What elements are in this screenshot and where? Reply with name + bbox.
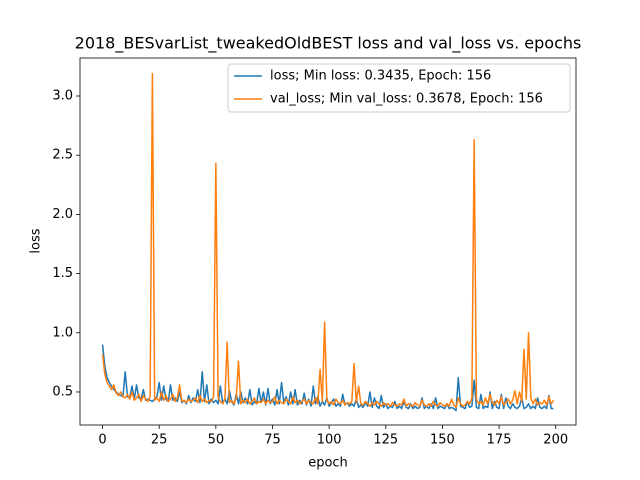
data-line <box>101 72 555 409</box>
x-tick-label: 125 <box>373 433 398 448</box>
x-tick-label: 75 <box>264 433 281 448</box>
y-tick-label: 2.5 <box>52 148 73 163</box>
y-tick-label: 0.5 <box>52 384 73 399</box>
legend-box <box>227 63 571 113</box>
x-tick-label: 0 <box>98 433 106 448</box>
y-tick-label: 1.0 <box>52 325 73 340</box>
x-tick-label: 200 <box>543 433 568 448</box>
x-axis-label: epoch <box>308 456 348 471</box>
y-axis-label: loss <box>29 228 44 253</box>
x-tick-label: 25 <box>151 433 168 448</box>
x-tick-label: 150 <box>430 433 455 448</box>
plot-frame <box>79 57 577 426</box>
y-tick-label: 3.0 <box>52 89 73 104</box>
x-tick-label: 175 <box>487 433 512 448</box>
legend-label: loss; Min loss: 0.3435, Epoch: 156 <box>270 69 491 84</box>
chart-title: 2018_BESvarList_tweakedOldBEST loss and … <box>75 34 582 54</box>
legend-label: val_loss; Min val_loss: 0.3678, Epoch: 1… <box>270 92 543 107</box>
x-tick-label: 50 <box>208 433 225 448</box>
x-tick-label: 100 <box>317 433 342 448</box>
y-tick-label: 2.0 <box>52 207 73 222</box>
y-tick-label: 1.5 <box>52 266 73 281</box>
